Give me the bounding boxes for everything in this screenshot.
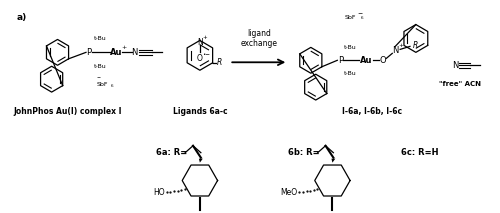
- Text: Au: Au: [360, 56, 372, 65]
- Text: SbF: SbF: [97, 82, 108, 87]
- Text: a): a): [16, 13, 26, 22]
- Text: P: P: [86, 48, 92, 57]
- Text: R: R: [413, 41, 418, 50]
- Text: 6: 6: [361, 16, 364, 20]
- Text: O: O: [197, 54, 203, 63]
- Text: −: −: [97, 76, 101, 81]
- Text: I-6a, I-6b, I-6c: I-6a, I-6b, I-6c: [342, 107, 402, 116]
- Text: +: +: [122, 45, 127, 50]
- Text: "free" ACN: "free" ACN: [439, 81, 481, 87]
- Text: t-Bu: t-Bu: [94, 36, 106, 41]
- Text: Au: Au: [110, 48, 122, 57]
- Text: SbF: SbF: [344, 15, 356, 20]
- Text: O: O: [379, 56, 386, 65]
- Polygon shape: [332, 159, 336, 163]
- Text: ligand
exchange: ligand exchange: [240, 29, 278, 48]
- Text: N: N: [452, 61, 458, 70]
- Text: 6a: R=: 6a: R=: [156, 148, 187, 157]
- Text: N: N: [131, 48, 138, 57]
- Text: t-Bu: t-Bu: [344, 45, 357, 50]
- Text: t-Bu: t-Bu: [94, 64, 106, 69]
- Text: −: −: [357, 11, 362, 16]
- Text: HO: HO: [154, 188, 165, 197]
- Text: 6c: R=H: 6c: R=H: [401, 148, 438, 157]
- Text: 6: 6: [110, 84, 113, 88]
- Text: MeO: MeO: [280, 188, 297, 197]
- Text: N: N: [197, 38, 203, 47]
- Text: +: +: [399, 43, 404, 48]
- Text: •−: •−: [202, 52, 210, 57]
- Text: N: N: [392, 46, 398, 55]
- Text: Ligands 6a-c: Ligands 6a-c: [172, 107, 227, 116]
- Text: +: +: [202, 35, 207, 40]
- Text: 6b: R=: 6b: R=: [288, 148, 320, 157]
- Text: R: R: [216, 58, 222, 67]
- Polygon shape: [199, 159, 203, 163]
- Text: t-Bu: t-Bu: [344, 71, 357, 76]
- Text: P: P: [338, 56, 343, 65]
- Text: JohnPhos Au(I) complex I: JohnPhos Au(I) complex I: [13, 107, 122, 116]
